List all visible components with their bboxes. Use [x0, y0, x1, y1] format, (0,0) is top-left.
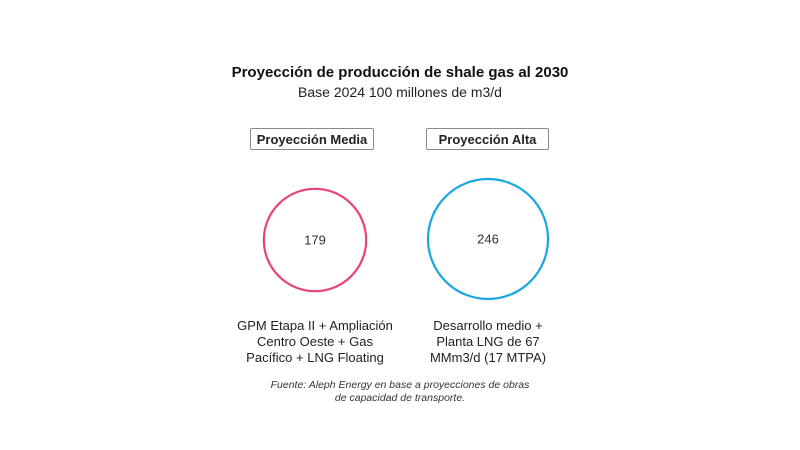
scenario-label-media: Proyección Media [250, 128, 374, 150]
scenario-label-alta: Proyección Alta [426, 128, 549, 150]
bubble-alta [426, 177, 550, 301]
source-note: Fuente: Aleph Energy en base a proyeccio… [270, 379, 530, 404]
chart-subtitle: Base 2024 100 millones de m3/d [298, 84, 502, 100]
value-label-alta: 246 [477, 231, 499, 246]
scenario-description-alta: Desarrollo medio + Planta LNG de 67 MMm3… [429, 318, 547, 365]
scenario-description-media: GPM Etapa II + Ampliación Centro Oeste +… [237, 318, 393, 365]
value-label-media: 179 [304, 232, 326, 247]
chart-title: Proyección de producción de shale gas al… [231, 64, 569, 81]
bubble-media [262, 187, 368, 293]
